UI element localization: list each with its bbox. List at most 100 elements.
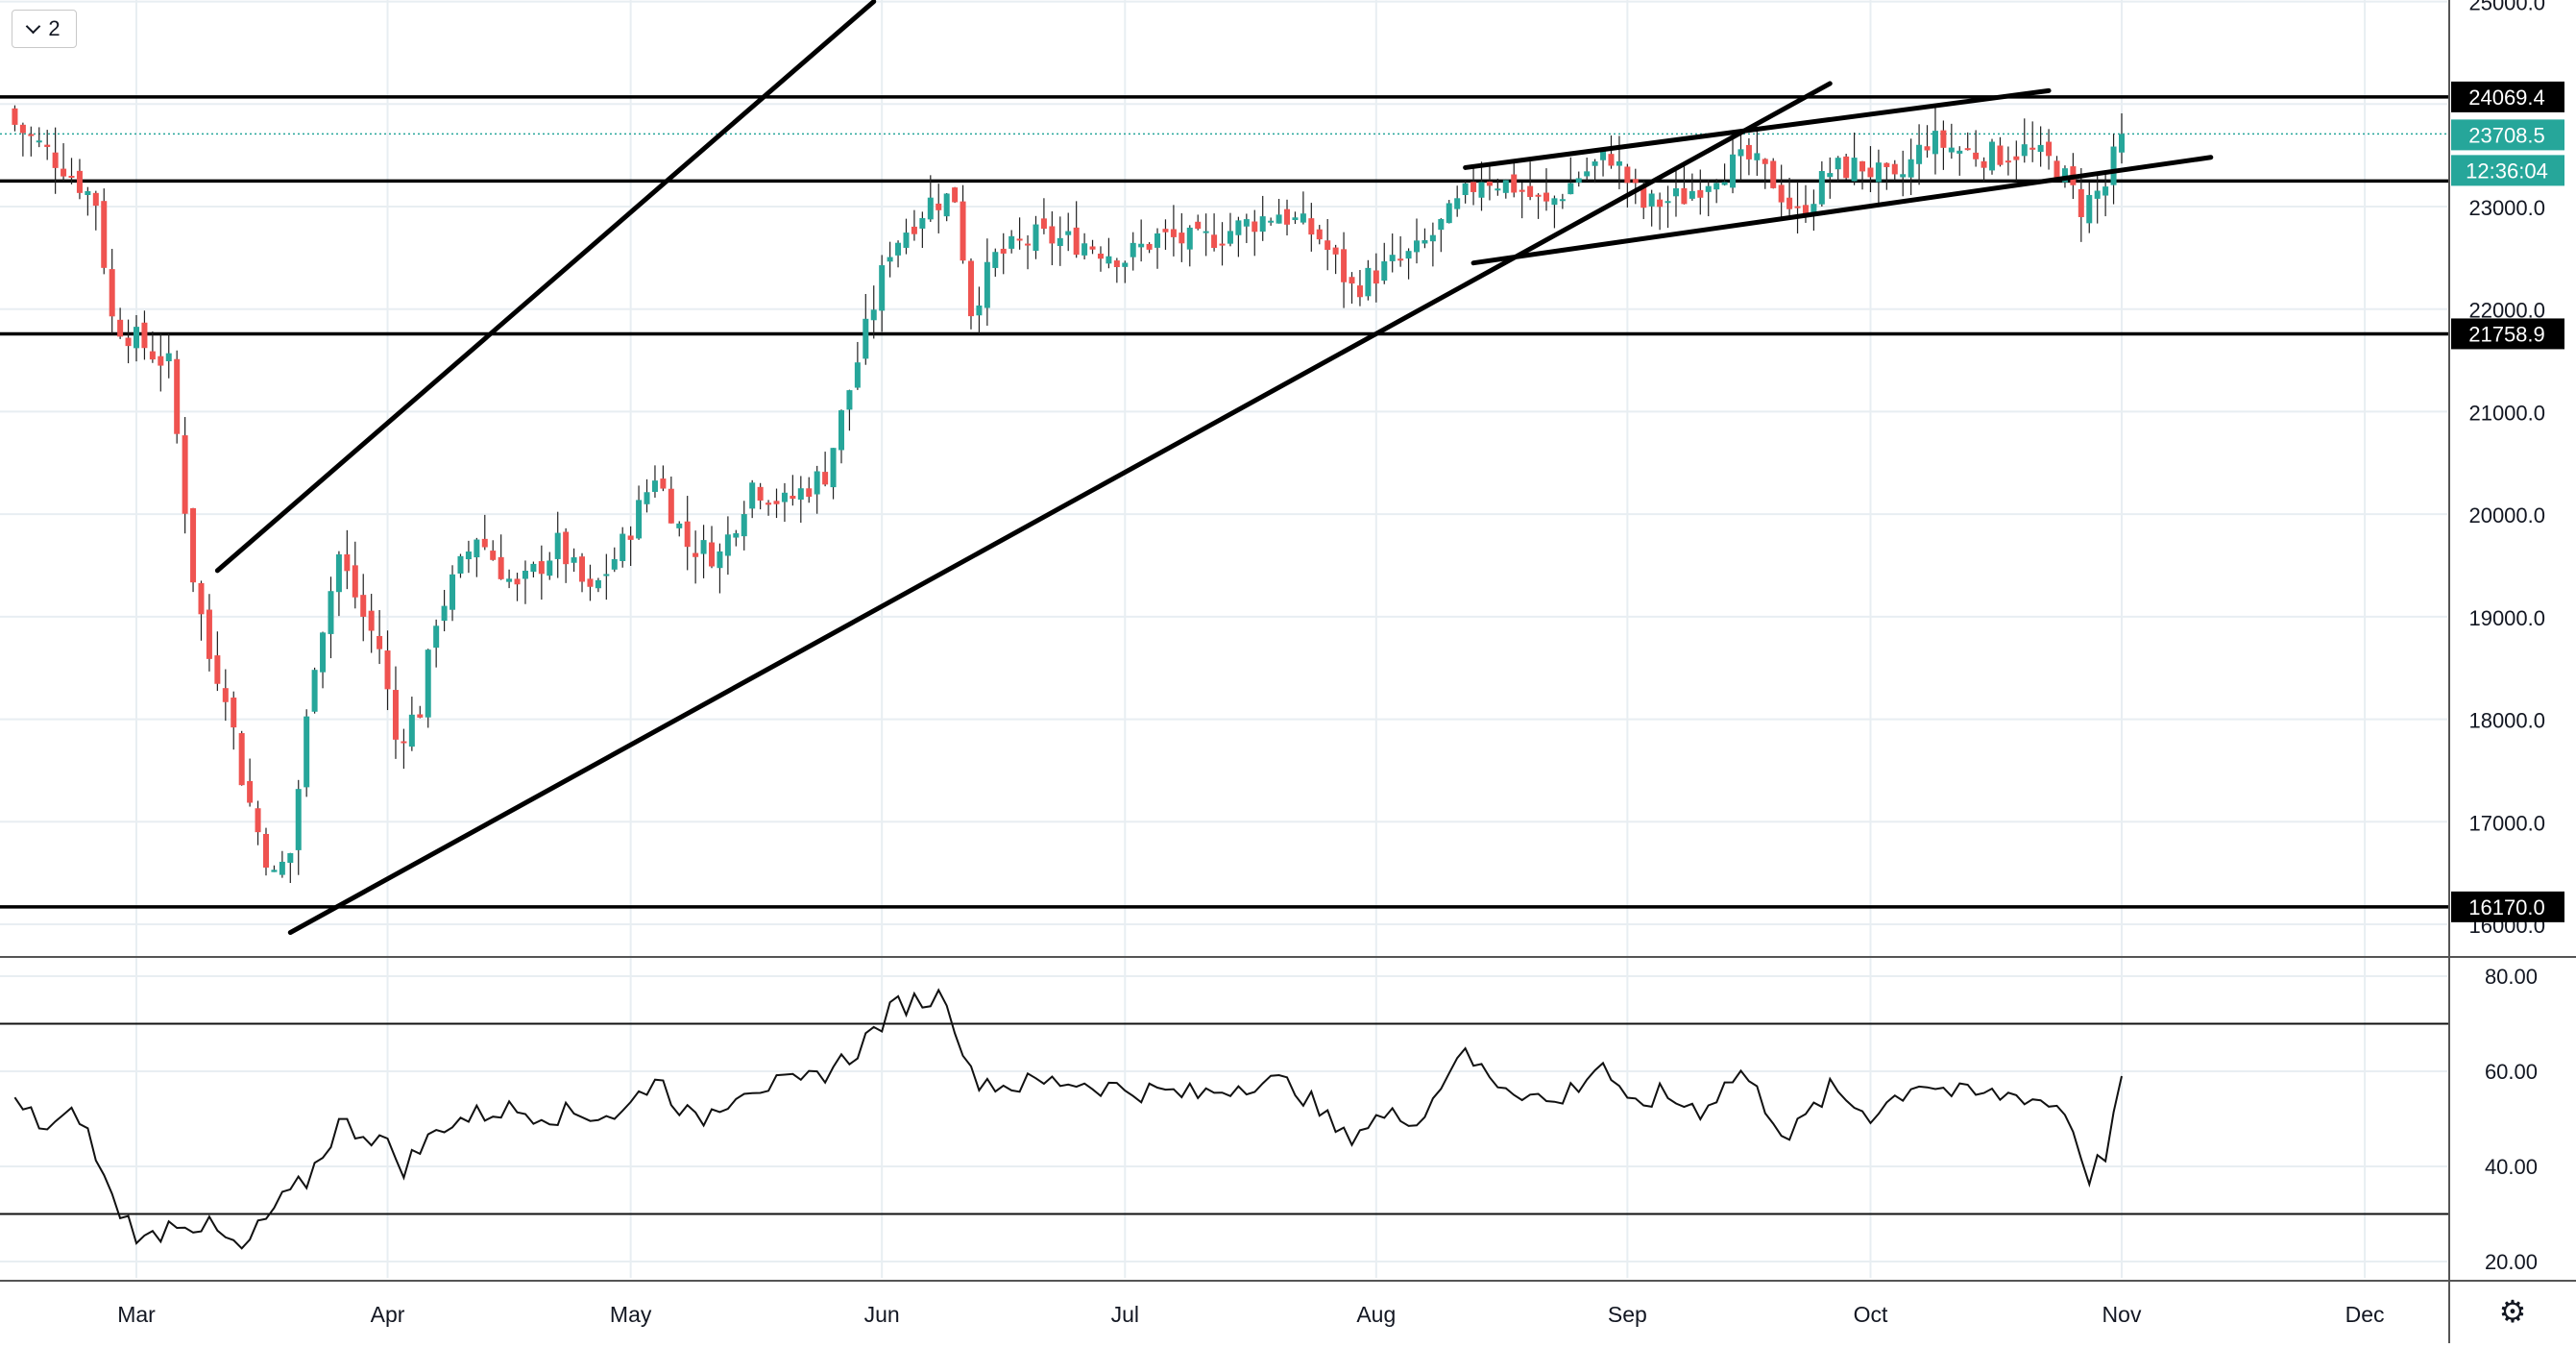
candle-body — [595, 579, 601, 589]
candle-body — [1349, 277, 1355, 284]
candle-body — [547, 560, 553, 576]
candle-body — [1009, 235, 1015, 249]
candle-body — [538, 561, 545, 575]
candle-body — [1535, 194, 1542, 197]
price-tick-label: 23000.0 — [2468, 196, 2545, 220]
candle-body — [1875, 162, 1882, 183]
candle-body — [2086, 194, 2093, 224]
candle-body — [1154, 233, 1161, 248]
time-tick-label: Nov — [2102, 1302, 2142, 1327]
candle-body — [328, 591, 334, 634]
candle-body — [992, 252, 999, 268]
candle-body — [611, 558, 618, 570]
candle-body — [1940, 130, 1947, 148]
candle-body — [1268, 220, 1275, 223]
candle-body — [2005, 160, 2011, 163]
time-tick-label: May — [610, 1302, 652, 1327]
time-tick-label: Oct — [1854, 1302, 1888, 1327]
candle-body — [1284, 208, 1291, 225]
level-label-21758: 21758.9 — [2468, 322, 2545, 346]
candle-body — [1827, 173, 1834, 178]
candle-body — [19, 124, 26, 134]
candle-body — [1964, 148, 1971, 151]
candle-body — [1640, 185, 1647, 208]
candle-body — [1365, 267, 1372, 297]
candle-body — [1551, 198, 1558, 206]
candle-body — [530, 563, 537, 573]
candle-body — [1446, 203, 1452, 224]
candle-body — [1300, 213, 1306, 223]
candle-body — [1511, 174, 1518, 193]
candle-body — [1438, 219, 1445, 231]
candle-body — [1778, 184, 1785, 203]
candle-body — [2094, 190, 2101, 199]
trendline — [214, 0, 877, 574]
gear-icon[interactable]: ⚙ — [2498, 1294, 2527, 1329]
candle-body — [1089, 246, 1096, 250]
candle-body — [717, 551, 723, 569]
candle-body — [2119, 134, 2125, 153]
price-tick-label: 18000.0 — [2468, 709, 2545, 733]
candle-body — [644, 492, 650, 504]
candle-body — [141, 322, 148, 349]
candle-body — [1462, 183, 1469, 196]
pane-collapse-button[interactable]: 2 — [12, 10, 77, 48]
candle-body — [1170, 229, 1177, 237]
candle-body — [684, 521, 691, 548]
candle-body — [1981, 160, 1987, 168]
candle-body — [222, 688, 229, 702]
candle-body — [1632, 179, 1639, 184]
candle-body — [198, 582, 205, 615]
candle-body — [271, 870, 278, 872]
candle-body — [2061, 168, 2068, 183]
price-tick-label: 21000.0 — [2468, 401, 2545, 425]
candle-body — [1851, 158, 1858, 182]
time-tick-label: Jun — [864, 1302, 900, 1327]
rsi-line — [13, 988, 2123, 1250]
candle-body — [182, 435, 188, 514]
time-tick-label: Apr — [371, 1302, 405, 1327]
candle-body — [1179, 233, 1185, 244]
candle-body — [1065, 231, 1072, 235]
candle-body — [1502, 180, 1509, 193]
time-tick-label: Aug — [1356, 1302, 1396, 1327]
candle-body — [206, 609, 212, 659]
time-tick-label: Sep — [1608, 1302, 1647, 1327]
candle-body — [1308, 218, 1315, 235]
candle-body — [830, 448, 837, 488]
candle-body — [1381, 260, 1388, 282]
candle-body — [68, 176, 75, 179]
candle-body — [36, 140, 42, 143]
candle-body — [360, 595, 367, 617]
candle-body — [2021, 144, 2028, 157]
candle-body — [1097, 253, 1104, 259]
candle-body — [1592, 161, 1598, 166]
candle-body — [1389, 255, 1396, 261]
candle-body — [741, 514, 747, 537]
candle-body — [506, 578, 513, 582]
candle-body — [627, 535, 634, 540]
candle-body — [676, 523, 683, 528]
candle-body — [295, 789, 302, 850]
candle-body — [522, 571, 528, 579]
candle-body — [554, 532, 561, 559]
candle-body — [1584, 171, 1591, 177]
candle-body — [936, 203, 942, 210]
candle-body — [481, 538, 488, 548]
candle-body — [1519, 189, 1525, 192]
candle-body — [377, 635, 383, 649]
candle-body — [1908, 159, 1914, 178]
candle-body — [1016, 238, 1023, 241]
candle-body — [660, 478, 667, 489]
candle-body — [1762, 159, 1768, 164]
candle-body — [1624, 166, 1631, 184]
candle-body — [1900, 174, 1907, 178]
last-price-label-bg — [2451, 119, 2564, 151]
candle-body — [1211, 234, 1218, 248]
candle-body — [700, 540, 707, 554]
candle-body — [401, 741, 407, 744]
candle-body — [960, 201, 966, 261]
candle-body — [1235, 220, 1242, 235]
